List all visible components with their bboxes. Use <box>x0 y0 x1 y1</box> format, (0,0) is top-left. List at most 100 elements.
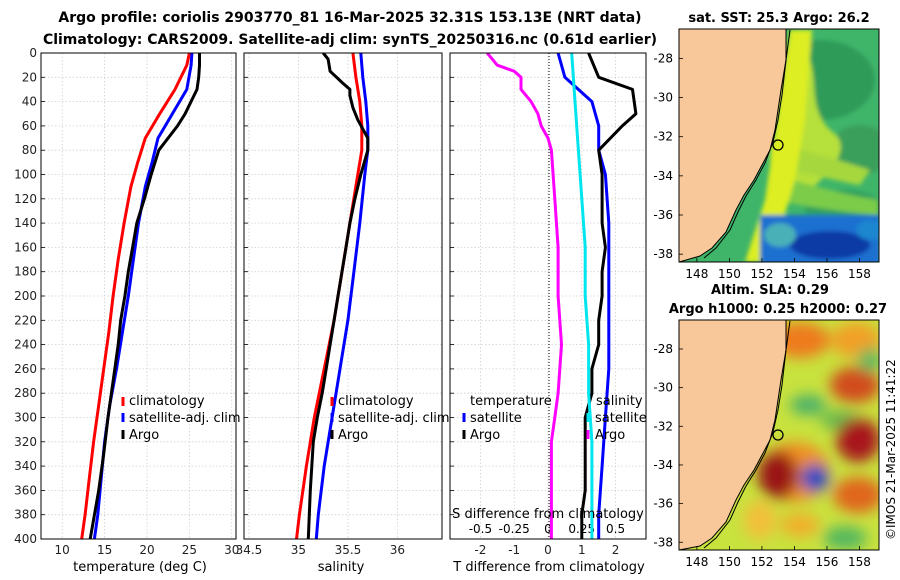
depth-tick-label: 100 <box>14 168 37 182</box>
x-tick-label: -1 <box>508 543 520 557</box>
series-argo-line <box>88 53 201 539</box>
salinity-lines <box>295 53 370 539</box>
temperature-tick-labels: 10 15 20 25 30 <box>55 543 240 557</box>
legend-salinity-title: salinity <box>596 394 643 409</box>
legend-temperature-title: temperature <box>470 394 552 409</box>
depth-tick-labels: 0 20 40 60 80 100 120 140 160 180 200 220 240 260 280 3… <box>14 46 37 546</box>
sla-lat-labels: -28 -30 -32 -34 -36 -38 <box>653 342 683 549</box>
imos-timestamp: ©IMOS 21-Mar-2025 11:41:22 <box>884 359 898 540</box>
lon-tick-label: 156 <box>816 267 839 281</box>
sla-map: Altim. SLA: 0.29 Argo h1000: 0.25 h2000:… <box>653 283 887 569</box>
sst-map: sat. SST: 25.3 Argo: 26.2 -28-30-32-34-3 <box>653 11 880 281</box>
depth-tick-label: 280 <box>14 386 37 400</box>
legend-t-satellite-label: satellite <box>470 411 522 426</box>
depth-tick-label: 140 <box>14 216 37 230</box>
lat-tick-label: -28 <box>653 342 673 356</box>
lon-tick-label: 150 <box>718 555 741 569</box>
x-tick-label: -2 <box>474 543 486 557</box>
series-argo-line <box>306 53 370 539</box>
x-tick-label: 30 <box>224 543 239 557</box>
depth-tick-label: 160 <box>14 240 37 254</box>
lon-tick-label: 148 <box>685 555 708 569</box>
lon-tick-label: 158 <box>848 555 871 569</box>
x-tick-label: 34.5 <box>236 543 263 557</box>
lat-tick-label: -30 <box>653 91 673 105</box>
depth-tick-label: 220 <box>14 313 37 327</box>
s-diff-tick-label: -0.5 <box>469 522 492 536</box>
salinity-legend: climatology satellite-adj. clim Argo <box>330 394 450 443</box>
lat-tick-label: -30 <box>653 381 673 395</box>
t-diff-xlabel: T difference from climatology <box>452 560 645 575</box>
legend-climatology-label: climatology <box>129 394 205 409</box>
lat-tick-label: -28 <box>653 51 673 65</box>
temperature-lines <box>80 53 201 539</box>
legend-satellite-label: satellite-adj. clim <box>338 411 450 426</box>
sst-map-frame <box>678 28 880 263</box>
depth-tick-label: 340 <box>14 459 37 473</box>
difference-panel: -2 -1 0 1 2 -0.5 -0.25 0 0.25 0.5 T difference f… <box>449 52 647 575</box>
lat-tick-label: -32 <box>653 130 673 144</box>
depth-tick-label: 20 <box>22 70 37 84</box>
temperature-panel: 0 20 40 60 80 100 120 140 160 180 200 220 240 260 280 3… <box>14 46 241 575</box>
depth-tick-label: 40 <box>22 95 37 109</box>
x-tick-label: 20 <box>139 543 154 557</box>
sla-lon-labels: 148 150 152 154 156 158 <box>685 546 871 569</box>
lat-tick-label: -32 <box>653 419 673 433</box>
difference-grid <box>450 52 646 540</box>
legend-s-argo-label: Argo <box>595 428 625 443</box>
s-diff-tick-label: 0.5 <box>606 522 625 536</box>
legend-s-satellite-label: satellite <box>595 411 647 426</box>
sst-land <box>679 29 787 262</box>
depth-tick-label: 260 <box>14 362 37 376</box>
depth-tick-label: 320 <box>14 435 37 449</box>
sla-land <box>679 320 787 550</box>
depth-tick-label: 200 <box>14 289 37 303</box>
sst-lon-labels: 148 150 152 154 156 158 <box>685 258 871 281</box>
legend-satellite-label: satellite-adj. clim <box>129 411 241 426</box>
s-diff-xlabel: S difference from climatology <box>452 507 644 522</box>
depth-tick-label: 120 <box>14 192 37 206</box>
temperature-legend: climatology satellite-adj. clim Argo <box>121 394 241 443</box>
sla-map-frame <box>678 319 880 551</box>
s-diff-tick-labels: -0.5 -0.25 0 0.25 0.5 <box>469 522 625 536</box>
temperature-grid <box>41 52 236 540</box>
sst-argo-marker <box>772 139 784 151</box>
legend-climatology-label: climatology <box>338 394 414 409</box>
lon-tick-label: 148 <box>685 267 708 281</box>
salinity-axes-box <box>243 52 443 540</box>
lat-tick-label: -34 <box>653 169 673 183</box>
figure-title-line2: Climatology: CARS2009. Satellite-adj cli… <box>42 32 658 48</box>
sla-field <box>744 322 879 550</box>
sla-isobath <box>703 320 791 549</box>
lat-tick-label: -38 <box>653 247 673 261</box>
series-satellite-adj-clim-line <box>314 53 370 539</box>
s-diff-tick-label: -0.25 <box>499 522 530 536</box>
sst-field <box>745 30 879 262</box>
lat-tick-label: -36 <box>653 497 673 511</box>
lon-tick-label: 158 <box>848 267 871 281</box>
sla-map-image <box>679 320 879 550</box>
depth-tick-label: 80 <box>22 143 37 157</box>
salinity-xlabel: salinity <box>318 560 365 575</box>
sst-map-image <box>679 29 879 262</box>
lon-tick-label: 150 <box>718 267 741 281</box>
depth-tick-label: 300 <box>14 411 37 425</box>
sst-lat-labels: -28 -30 -32 -34 -36 -38 <box>653 51 683 261</box>
x-tick-label: 1 <box>578 543 586 557</box>
salinity-grid <box>244 52 442 540</box>
depth-tick-label: 360 <box>14 483 37 497</box>
s-diff-tick-label: 0 <box>544 522 552 536</box>
depth-tick-label: 380 <box>14 508 37 522</box>
salinity-tick-labels: 34.5 35 35.5 36 <box>236 543 406 557</box>
x-tick-label: 35.5 <box>335 543 362 557</box>
x-tick-label: 10 <box>55 543 70 557</box>
depth-tick-label: 0 <box>29 46 37 60</box>
lon-tick-label: 152 <box>750 555 773 569</box>
x-tick-label: 35 <box>291 543 306 557</box>
depth-tick-label: 240 <box>14 338 37 352</box>
lon-tick-label: 152 <box>750 267 773 281</box>
x-tick-label: 0 <box>544 543 552 557</box>
difference-lines <box>486 53 638 539</box>
legend-t-argo-label: Argo <box>470 428 500 443</box>
